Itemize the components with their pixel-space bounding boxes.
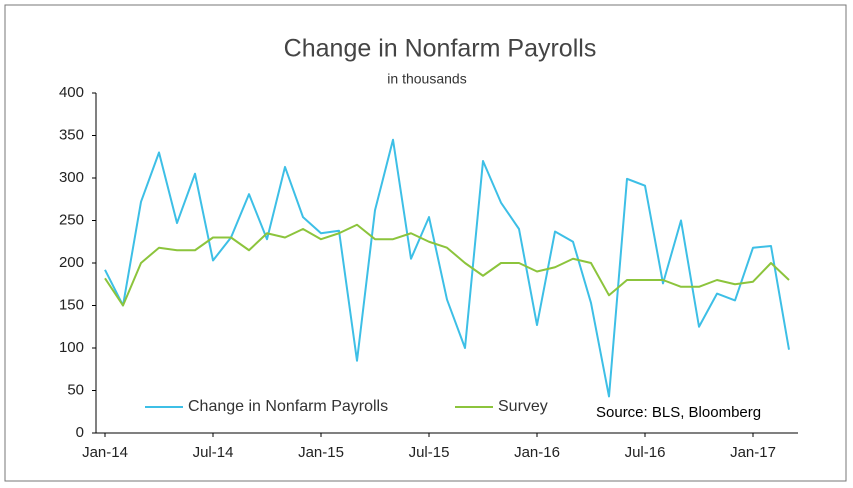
x-tick-label: Jan-15 [298,444,344,461]
series-line [104,223,790,307]
y-tick-label: 250 [59,211,84,228]
legend-label: Change in Nonfarm Payrolls [188,398,388,415]
x-tick-label: Jan-17 [730,444,776,461]
y-tick-label: 300 [59,169,84,186]
chart-title: Change in Nonfarm Payrolls [284,35,597,63]
chart-subtitle: in thousands [387,71,466,87]
chart-frame [4,4,847,482]
y-tick-label: 200 [59,254,84,271]
x-tick-label: Jul-16 [625,444,666,461]
y-tick-label: 0 [76,424,84,441]
x-tick-label: Jul-15 [409,444,450,461]
y-tick-label: 350 [59,126,84,143]
y-tick-label: 150 [59,296,84,313]
x-tick-label: Jul-14 [193,444,234,461]
y-tick-label: 400 [59,84,84,101]
legend-label: Survey [498,398,548,415]
y-tick-label: 100 [59,339,84,356]
x-tick-label: Jan-14 [82,444,128,461]
series-line [104,138,790,398]
y-tick-label: 50 [67,381,84,398]
source-note: Source: BLS, Bloomberg [596,404,761,421]
x-tick-label: Jan-16 [514,444,560,461]
